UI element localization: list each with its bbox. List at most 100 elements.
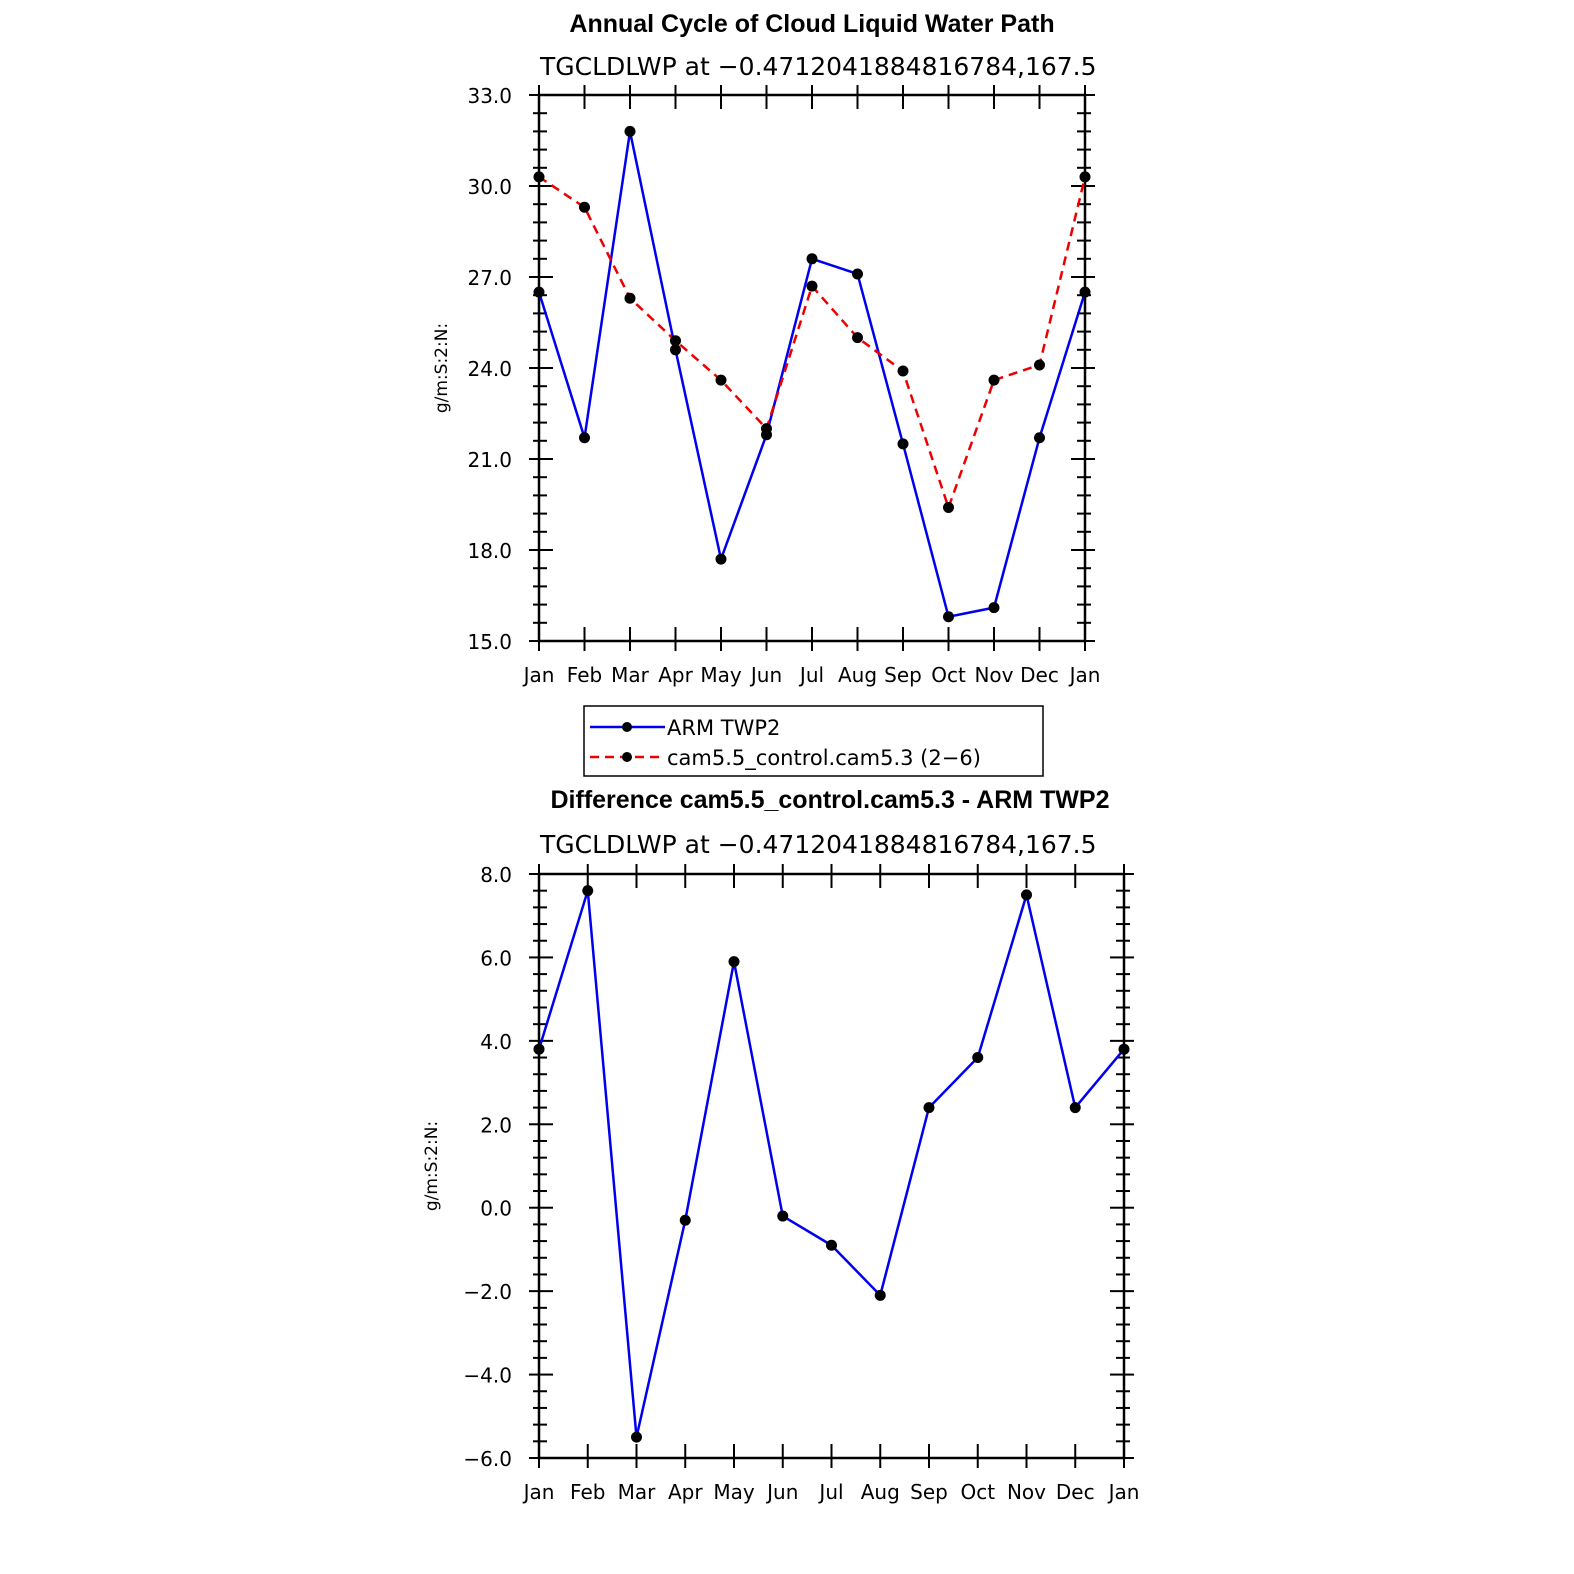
x-tick-label: Jul — [817, 1480, 843, 1504]
data-point — [679, 1214, 691, 1226]
y-tick-label: −2.0 — [463, 1280, 512, 1304]
data-point — [923, 1102, 935, 1114]
y-tick-label: 6.0 — [480, 946, 512, 970]
x-tick-label: Nov — [974, 663, 1013, 687]
chart-title: Annual Cycle of Cloud Liquid Water Path — [569, 10, 1054, 38]
y-tick-label: 2.0 — [480, 1113, 512, 1137]
data-point — [806, 253, 818, 265]
plot-frame — [537, 93, 1087, 643]
data-point — [533, 286, 545, 298]
chart-subtitle: TGCLDLWP at −0.4712041884816784,167.5 — [539, 830, 1097, 859]
x-tick-label: Oct — [931, 663, 966, 687]
x-tick-label: Mar — [618, 1480, 657, 1504]
data-point — [988, 374, 1000, 386]
plot-area: 15.0 18.0 21.0 24.0 27.0 30.0 33.0 Jan Feb Mar Apr… — [467, 84, 1100, 687]
y-axis-label: g/m:S:2:N: — [422, 1121, 442, 1211]
annual-cycle-chart: Annual Cycle of Cloud Liquid Water Path … — [432, 10, 1100, 687]
data-point — [1118, 1043, 1130, 1055]
plot-frame — [537, 872, 1126, 1460]
x-tick-label: Nov — [1007, 1480, 1046, 1504]
legend-label-cam: cam5.5_control.cam5.3 (2−6) — [667, 746, 981, 771]
y-tick-label: 21.0 — [467, 448, 512, 472]
plot-area: −6.0 −4.0 −2.0 0.0 2.0 4.0 6.0 8.0 Jan Feb Mar Apr M… — [463, 863, 1139, 1504]
data-point — [897, 365, 909, 377]
x-tick-label: Sep — [884, 663, 922, 687]
legend: ARM TWP2 cam5.5_control.cam5.3 (2−6) — [583, 705, 1044, 777]
y-tick-label: −6.0 — [463, 1447, 512, 1471]
series-line-0 — [537, 130, 1087, 618]
y-axis-label: g/m:S:2:N: — [432, 323, 452, 413]
y-tick-label: 27.0 — [467, 266, 512, 290]
x-tick-label: Oct — [960, 1480, 995, 1504]
x-tick-label: Mar — [611, 663, 650, 687]
data-point — [852, 268, 863, 280]
series-line-0 — [537, 889, 1125, 1439]
y-tick-label: 0.0 — [480, 1197, 512, 1221]
legend-marker-cam — [622, 752, 632, 762]
data-point — [806, 280, 818, 292]
x-tick-label: Jan — [522, 1480, 555, 1504]
data-point — [897, 438, 909, 450]
difference-chart: Difference cam5.5_control.cam5.3 - ARM T… — [422, 786, 1139, 1504]
x-tick-label: Jan — [522, 663, 555, 687]
x-tick-label: Jul — [798, 663, 824, 687]
data-point — [579, 201, 590, 213]
data-point — [624, 125, 636, 137]
data-point — [670, 335, 681, 347]
data-point — [579, 432, 590, 444]
legend-item-arm: ARM TWP2 — [590, 716, 780, 740]
x-tick-label: May — [700, 663, 742, 687]
data-point — [1021, 889, 1032, 901]
x-tick-label: Dec — [1020, 663, 1059, 687]
legend-label-arm: ARM TWP2 — [667, 716, 780, 740]
y-tick-label: 4.0 — [480, 1030, 512, 1054]
x-tick-label: Feb — [570, 1480, 605, 1504]
y-tick-label: 33.0 — [467, 84, 512, 108]
data-point — [943, 611, 954, 623]
legend-marker-arm — [622, 722, 632, 732]
chart-title: Difference cam5.5_control.cam5.3 - ARM T… — [551, 786, 1110, 814]
data-point — [988, 602, 1000, 614]
data-point — [1069, 1102, 1081, 1114]
legend-box — [583, 705, 1044, 777]
chart-subtitle: TGCLDLWP at −0.4712041884816784,167.5 — [539, 52, 1097, 81]
y-tick-label: −4.0 — [463, 1364, 512, 1388]
data-point — [874, 1289, 886, 1301]
data-point — [761, 423, 772, 435]
data-point — [728, 956, 740, 968]
legend-item-cam: cam5.5_control.cam5.3 (2−6) — [590, 746, 981, 771]
x-tick-label: Apr — [668, 1480, 703, 1504]
data-point — [1079, 286, 1091, 298]
y-tick-label: 8.0 — [480, 863, 512, 887]
x-tick-label: Jun — [749, 663, 782, 687]
data-point — [1079, 171, 1091, 183]
y-tick-label: 18.0 — [467, 539, 512, 563]
x-tick-label: Jan — [1107, 1480, 1140, 1504]
data-point — [715, 374, 727, 386]
data-point — [826, 1239, 837, 1251]
x-tick-label: Jun — [765, 1480, 798, 1504]
x-tick-label: Sep — [910, 1480, 948, 1504]
y-tick-label: 15.0 — [467, 630, 512, 654]
x-tick-label: Apr — [658, 663, 693, 687]
data-point — [972, 1052, 984, 1064]
data-point — [624, 292, 636, 304]
x-tick-label: Aug — [838, 663, 877, 687]
x-tick-label: May — [713, 1480, 755, 1504]
data-point — [1034, 359, 1045, 371]
data-point — [631, 1431, 642, 1443]
data-point — [533, 1043, 545, 1055]
data-point — [1034, 432, 1045, 444]
data-point — [943, 502, 954, 514]
x-tick-label: Aug — [861, 1480, 900, 1504]
series-line-1 — [538, 175, 1087, 509]
y-tick-label: 30.0 — [467, 175, 512, 199]
data-point — [670, 344, 681, 356]
data-point — [533, 171, 545, 183]
data-point — [582, 885, 594, 897]
y-tick-label: 24.0 — [467, 357, 512, 381]
data-point — [715, 553, 727, 565]
data-point — [852, 332, 863, 344]
x-tick-label: Feb — [567, 663, 602, 687]
